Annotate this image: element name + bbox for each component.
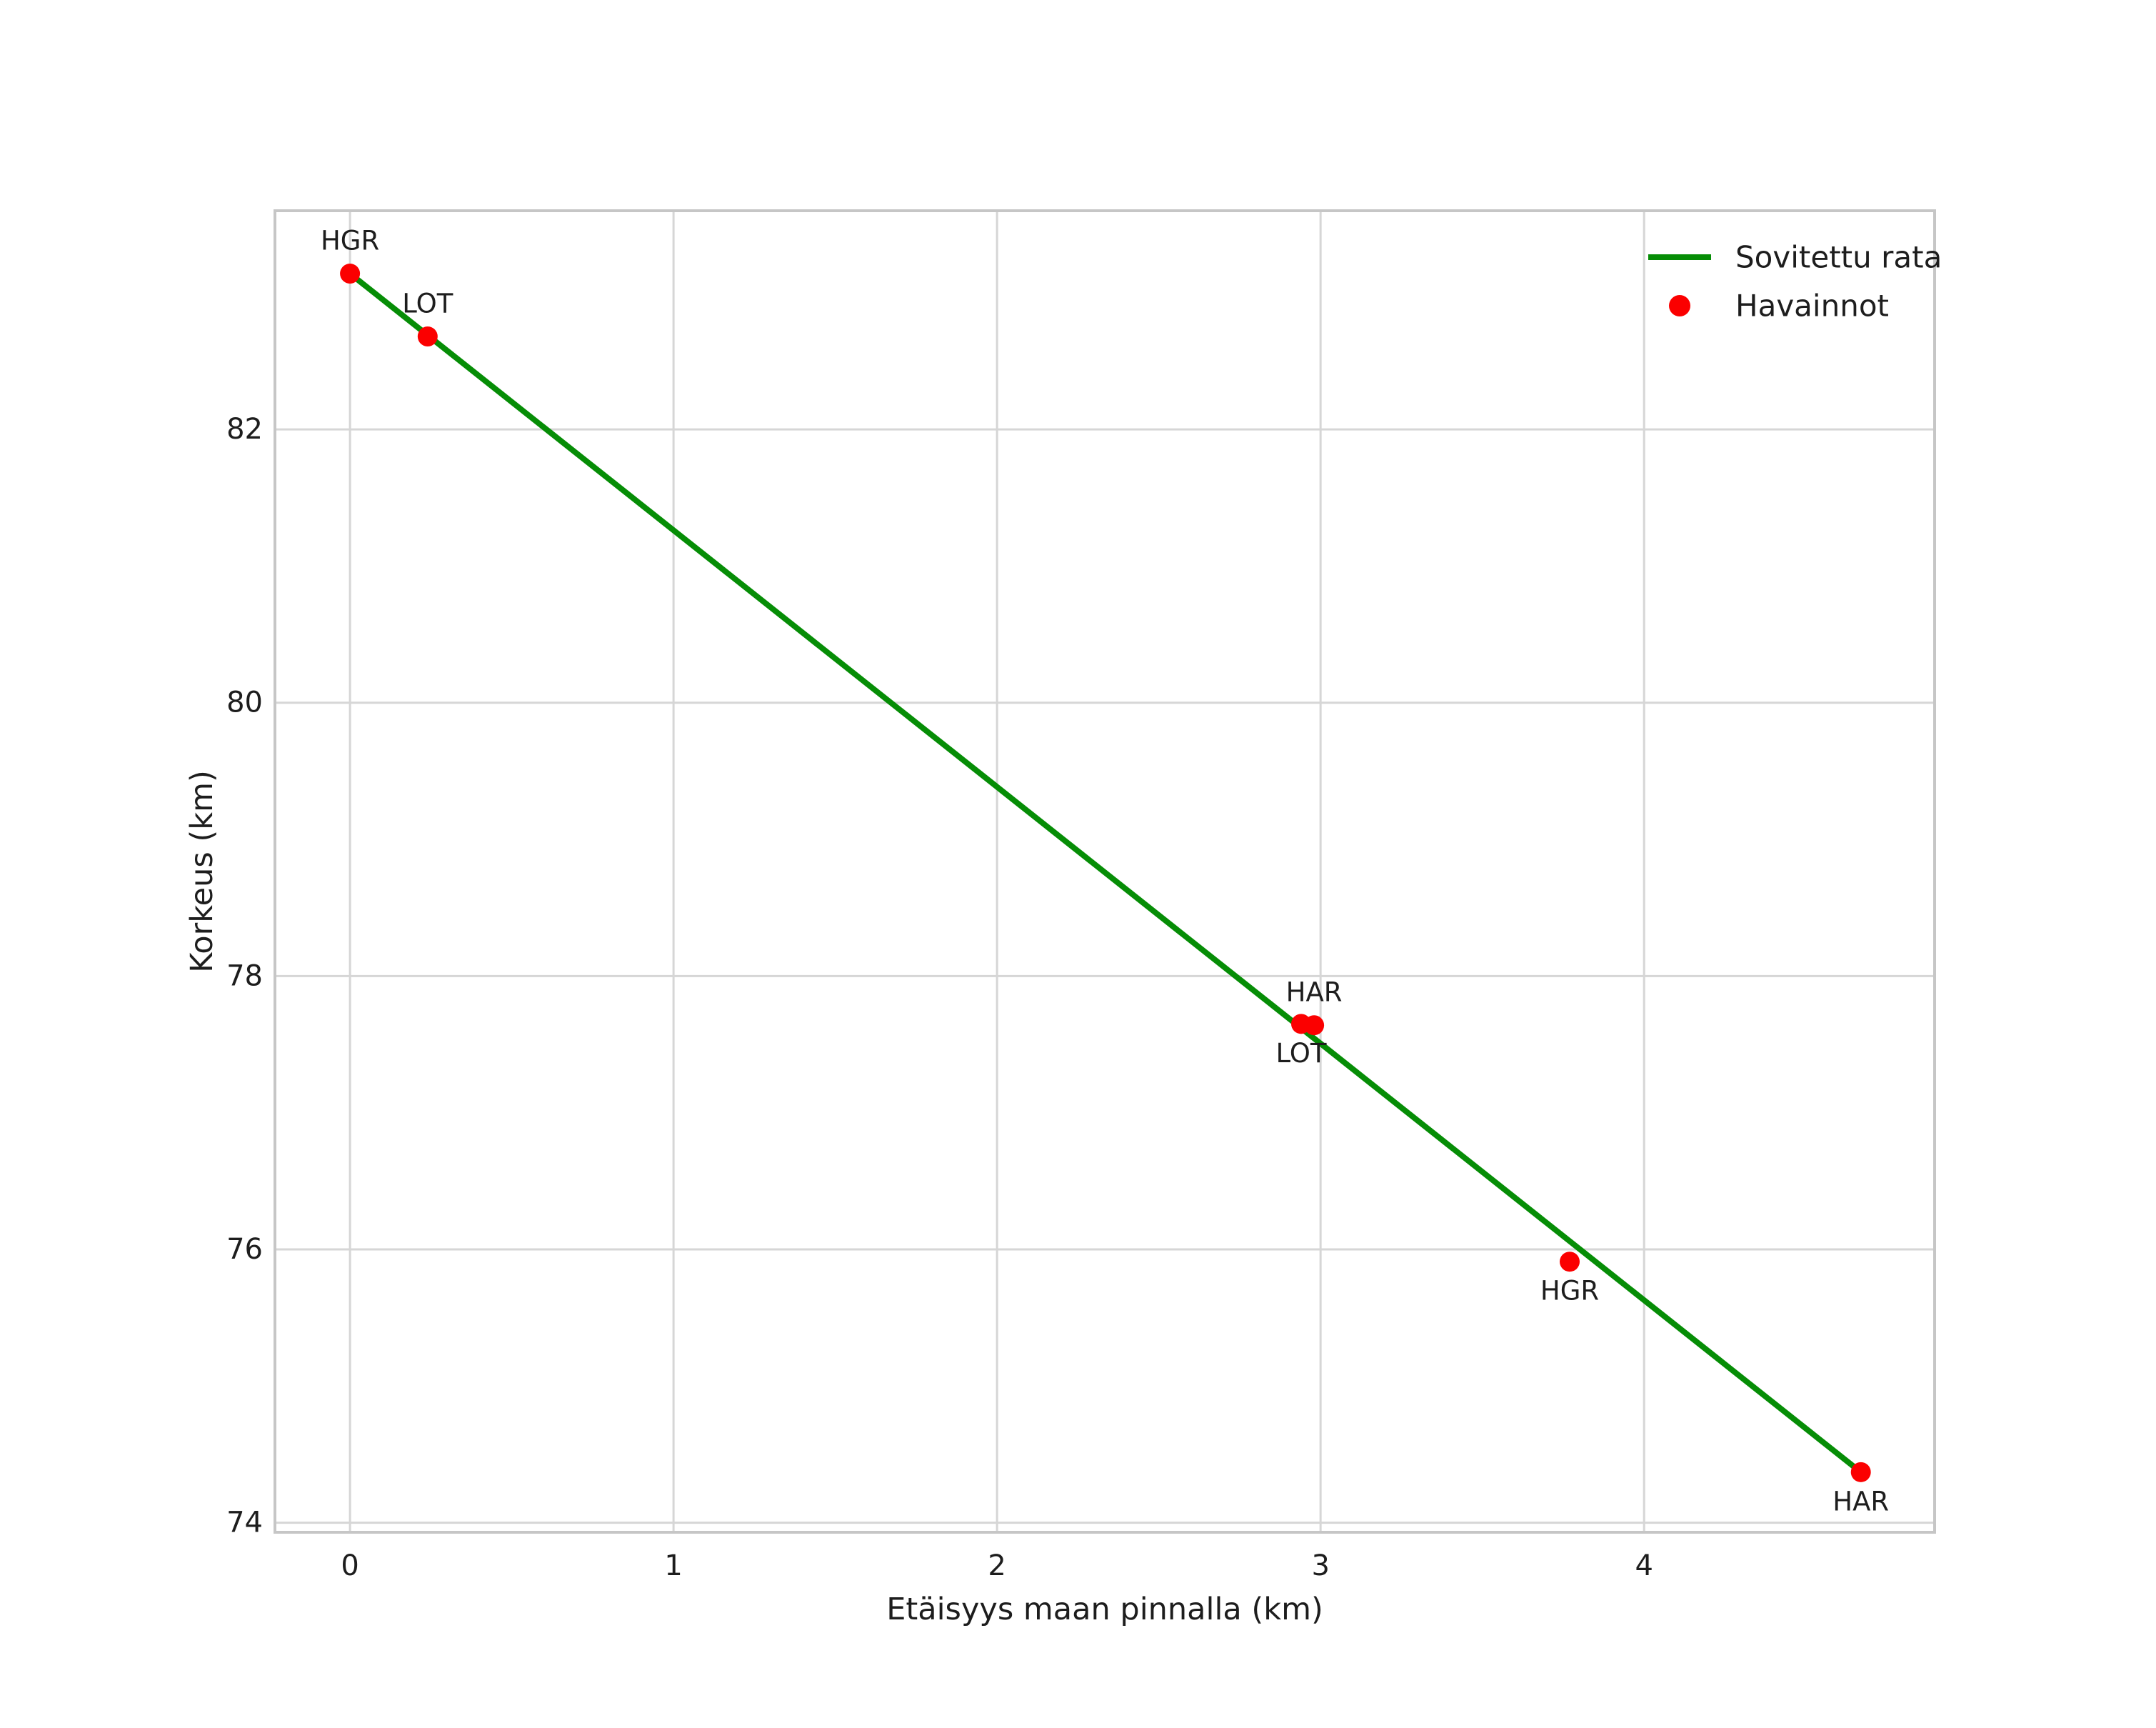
point-annotations: HGR LOT HAR LOT HGR HAR — [321, 226, 1889, 1517]
legend-item-label: Havainnot — [1735, 289, 1889, 324]
y-tick-label: 82 — [226, 413, 263, 446]
legend: Sovitettu rata Havainnot — [1648, 240, 1942, 324]
fitted-line — [347, 271, 1864, 1475]
data-point-lot — [1290, 1014, 1311, 1034]
point-label-har: HAR — [1832, 1486, 1889, 1517]
x-axis-label: Etäisyys maan pinnalla (km) — [886, 1592, 1323, 1627]
point-label-hgr: HGR — [1540, 1276, 1599, 1307]
y-tick-label: 76 — [226, 1233, 263, 1266]
data-point-lot — [417, 326, 438, 347]
x-tick-label: 1 — [664, 1549, 682, 1582]
plot-border — [274, 209, 1936, 1534]
x-tick-label: 4 — [1635, 1549, 1653, 1582]
x-tick-label: 3 — [1311, 1549, 1329, 1582]
y-tick-label: 74 — [226, 1507, 263, 1539]
data-point-hgr — [340, 264, 361, 284]
y-tick-label: 78 — [226, 959, 263, 992]
gridlines — [275, 211, 1935, 1532]
legend-item-label: Sovitettu rata — [1735, 240, 1942, 275]
axis-ticks: 0 1 2 3 4 74 76 78 80 82 — [226, 413, 1653, 1582]
point-label-hgr: HGR — [321, 226, 379, 256]
point-label-lot: LOT — [402, 289, 453, 319]
point-label-lot: LOT — [1275, 1038, 1326, 1069]
y-axis-label: Korkeus (km) — [184, 770, 220, 973]
x-tick-label: 2 — [988, 1549, 1006, 1582]
x-tick-label: 0 — [341, 1549, 359, 1582]
series-layer — [340, 264, 1871, 1482]
y-tick-label: 80 — [226, 686, 263, 719]
data-point-hgr — [1559, 1252, 1580, 1272]
axis-labels: Etäisyys maan pinnalla (km) Korkeus (km) — [184, 770, 1323, 1627]
legend-marker-sample — [1669, 295, 1690, 316]
point-label-har: HAR — [1286, 977, 1343, 1008]
data-point-har — [1850, 1462, 1871, 1482]
